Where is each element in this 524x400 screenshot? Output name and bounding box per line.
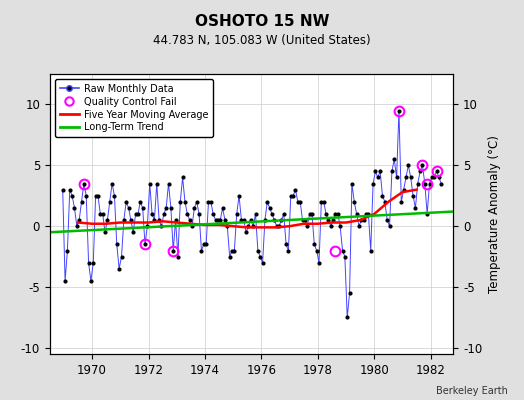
Legend: Raw Monthly Data, Quality Control Fail, Five Year Moving Average, Long-Term Tren: Raw Monthly Data, Quality Control Fail, … <box>54 79 213 137</box>
Text: Berkeley Earth: Berkeley Earth <box>436 386 508 396</box>
Y-axis label: Temperature Anomaly (°C): Temperature Anomaly (°C) <box>488 135 501 293</box>
Text: 44.783 N, 105.083 W (United States): 44.783 N, 105.083 W (United States) <box>153 34 371 47</box>
Text: OSHOTO 15 NW: OSHOTO 15 NW <box>195 14 329 29</box>
